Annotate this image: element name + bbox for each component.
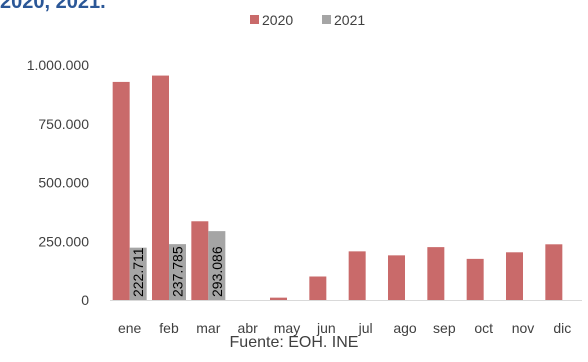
y-axis: 0 250.000 500.000 750.000 1.000.000 <box>27 57 90 308</box>
x-tick-label: dic <box>553 320 571 336</box>
data-label-2021-feb: 237.785 <box>170 246 186 297</box>
y-tick-label: 1.000.000 <box>27 57 89 73</box>
y-tick-label: 250.000 <box>38 233 89 249</box>
bar-2020-dic <box>545 244 563 300</box>
y-tick-label: 750.000 <box>38 116 89 132</box>
x-tick-label: abr <box>238 320 259 336</box>
legend-label-2020: 2020 <box>262 12 293 28</box>
header-text: 2020, 2021. <box>0 0 106 13</box>
x-tick-label: oct <box>474 320 493 336</box>
legend-swatch-2020 <box>250 15 259 24</box>
data-label-2021-mar: 293.086 <box>209 246 225 297</box>
bar-2020-nov <box>506 252 523 300</box>
bar-2021-feb <box>169 244 186 300</box>
bars <box>112 75 563 300</box>
bar-2020-may <box>270 297 287 300</box>
source-note: Fuente: EOH. INE <box>229 334 359 351</box>
x-tick-label: jul <box>358 320 373 336</box>
bar-chart: 2020 2021 0 250.000 500.000 750.000 1.000.000… <box>27 12 582 336</box>
bar-2020-ene <box>112 81 130 300</box>
bar-2020-jun <box>309 276 327 300</box>
data-labels: 222.711 237.785 293.086 <box>130 246 225 297</box>
x-tick-label: nov <box>512 320 535 336</box>
bar-2020-ago <box>388 255 405 300</box>
x-tick-label: ene <box>118 320 142 336</box>
bar-2020-oct <box>466 258 484 300</box>
bar-2020-mar <box>191 221 209 300</box>
x-tick-label: jun <box>316 320 336 336</box>
bar-2020-sep <box>427 247 445 300</box>
bar-2021-mar <box>208 231 226 300</box>
chart-legend: 2020 2021 <box>250 12 365 28</box>
x-tick-label: ago <box>393 320 417 336</box>
x-tick-label: sep <box>433 320 456 336</box>
y-tick-label: 0 <box>81 292 89 308</box>
legend-swatch-2021 <box>322 15 331 24</box>
x-axis: ene feb mar abr may jun jul ago sep oct nov dic <box>110 300 582 336</box>
legend-label-2021: 2021 <box>334 12 365 28</box>
x-tick-label: may <box>274 320 300 336</box>
y-tick-label: 500.000 <box>38 175 89 191</box>
bar-2020-jul <box>348 251 366 300</box>
bar-2021-ene <box>129 247 147 300</box>
bar-2020-feb <box>152 75 169 300</box>
x-tick-label: feb <box>159 320 179 336</box>
data-label-2021-ene: 222.711 <box>130 247 146 297</box>
x-tick-label: mar <box>196 320 220 336</box>
